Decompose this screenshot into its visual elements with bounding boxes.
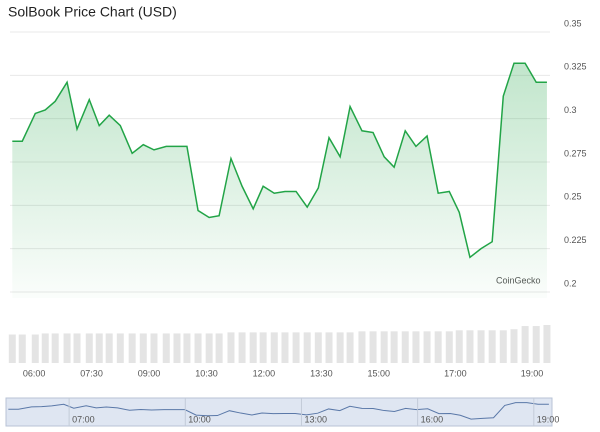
volume-bar bbox=[41, 333, 49, 363]
navigator-tick-label: 13:00 bbox=[304, 414, 327, 424]
navigator-tick-label: 19:00 bbox=[537, 414, 560, 424]
navigator-tick-label: 16:00 bbox=[421, 414, 444, 424]
navigator-line bbox=[8, 402, 549, 420]
volume-bar bbox=[205, 333, 213, 363]
volume-bar bbox=[336, 332, 344, 363]
volume-bar bbox=[173, 333, 181, 363]
volume-bar bbox=[325, 332, 333, 363]
navigator[interactable] bbox=[5, 397, 553, 427]
volume-bar bbox=[31, 334, 39, 363]
volume-bar bbox=[455, 330, 463, 363]
volume-bar bbox=[215, 333, 223, 363]
area bbox=[12, 63, 547, 299]
x-tick-label: 09:00 bbox=[138, 368, 161, 378]
volume-bar bbox=[116, 333, 124, 363]
x-tick-label: 17:00 bbox=[444, 368, 467, 378]
navigator-tick-label: 07:00 bbox=[72, 414, 95, 424]
x-tick-label: 07:30 bbox=[80, 368, 103, 378]
volume-bar bbox=[292, 332, 300, 363]
y-tick-label: 0.35 bbox=[564, 18, 582, 28]
volume-bar bbox=[8, 334, 16, 363]
x-tick-label: 10:30 bbox=[195, 368, 218, 378]
volume-bar bbox=[499, 330, 507, 363]
volume-bar bbox=[369, 331, 377, 363]
volume-bar bbox=[63, 333, 71, 363]
volume-bar bbox=[281, 332, 289, 363]
volume-bar bbox=[183, 333, 191, 363]
volume-bar bbox=[543, 325, 551, 363]
volume-bar bbox=[128, 333, 136, 363]
volume-bar bbox=[346, 332, 354, 363]
volume-bar bbox=[73, 333, 81, 363]
volume-bar bbox=[303, 332, 311, 363]
volume-bar bbox=[380, 331, 388, 363]
x-tick-label: 19:00 bbox=[521, 368, 544, 378]
volume-bar bbox=[85, 333, 93, 363]
chart-title: SolBook Price Chart (USD) bbox=[8, 4, 177, 20]
y-tick-label: 0.325 bbox=[564, 62, 587, 72]
volume-bar bbox=[194, 333, 202, 363]
volume-bar bbox=[434, 331, 442, 363]
x-tick-label: 12:00 bbox=[253, 368, 276, 378]
volume-bar bbox=[150, 333, 158, 363]
y-tick-label: 0.3 bbox=[564, 105, 577, 115]
x-tick-label: 13:30 bbox=[310, 368, 333, 378]
volume-bar bbox=[521, 326, 529, 363]
y-tick-label: 0.2 bbox=[564, 278, 577, 288]
price-line bbox=[12, 62, 547, 259]
volume-bar bbox=[162, 333, 170, 363]
volume-bar bbox=[18, 334, 26, 363]
volume-bar bbox=[466, 330, 474, 363]
volume-bar bbox=[259, 332, 267, 363]
volume-bar bbox=[227, 332, 235, 363]
volume-bar bbox=[314, 332, 322, 363]
volume-bar bbox=[270, 332, 278, 363]
x-tick-label: 15:00 bbox=[368, 368, 391, 378]
navigator-tick-label: 10:00 bbox=[188, 414, 211, 424]
volume-bar bbox=[51, 333, 59, 363]
volume-bar bbox=[249, 332, 257, 363]
y-tick-label: 0.225 bbox=[564, 235, 587, 245]
volume-bar bbox=[510, 329, 518, 363]
y-tick-label: 0.25 bbox=[564, 192, 582, 202]
volume-bar bbox=[95, 333, 103, 363]
volume-bar bbox=[358, 331, 366, 363]
volume-bar bbox=[238, 332, 246, 363]
volume-bar bbox=[445, 331, 453, 363]
volume-bar bbox=[532, 326, 540, 363]
volume-bar bbox=[401, 331, 409, 363]
volume-bar bbox=[477, 330, 485, 363]
volume-bar bbox=[139, 333, 147, 363]
volume-bar bbox=[390, 331, 398, 363]
volume-bar bbox=[412, 331, 420, 363]
x-tick-label: 06:00 bbox=[23, 368, 46, 378]
y-tick-label: 0.275 bbox=[564, 148, 587, 158]
volume-bar bbox=[488, 330, 496, 363]
volume-bar bbox=[423, 331, 431, 363]
volume-bar bbox=[105, 333, 113, 363]
